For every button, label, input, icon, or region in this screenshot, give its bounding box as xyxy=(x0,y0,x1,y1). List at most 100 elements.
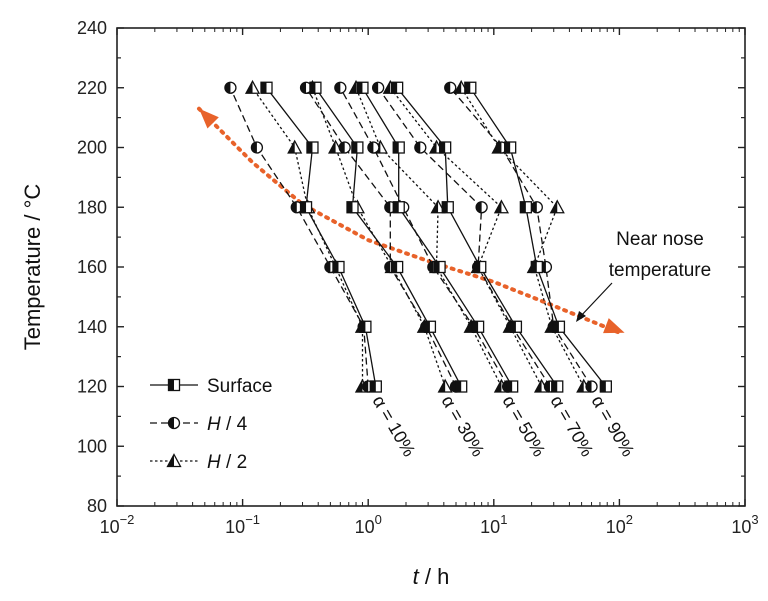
data-point-surface xyxy=(441,201,454,214)
data-point-surface xyxy=(455,380,468,393)
series-line-surface xyxy=(469,87,607,387)
marker-fill xyxy=(347,201,353,213)
data-point-surface xyxy=(506,380,519,393)
marker-fill xyxy=(577,380,584,392)
marker-fill xyxy=(520,201,526,213)
data-point-surface xyxy=(299,201,313,214)
data-point-surface xyxy=(471,320,485,333)
series-line-h4 xyxy=(449,87,593,387)
data-point-surface xyxy=(392,201,405,214)
annotation-line2: temperature xyxy=(609,260,711,281)
y-tick-label: 220 xyxy=(77,78,107,98)
series-line-surface xyxy=(361,87,513,387)
y-tick-label: 100 xyxy=(77,436,107,456)
data-point-surface xyxy=(309,81,322,94)
marker-fill xyxy=(167,454,174,467)
marker-fill xyxy=(362,381,369,392)
series-line-h2 xyxy=(389,87,543,387)
marker-fill xyxy=(351,142,358,153)
trend-arrowhead-end xyxy=(603,318,625,334)
axes: 80 100 120 140 160 180 200 220 240 10−2 10−1 100 101… xyxy=(20,18,759,589)
marker-fill xyxy=(367,142,374,153)
data-point-surface xyxy=(390,81,404,94)
marker-fill xyxy=(306,142,313,153)
data-point-surface xyxy=(599,380,612,393)
marker-fill xyxy=(439,142,446,153)
annotation-pointer-head xyxy=(576,311,586,322)
legend-label-surface: Surface xyxy=(207,376,272,397)
marker-fill xyxy=(329,141,336,153)
data-point-h4 xyxy=(585,380,598,393)
marker-fill xyxy=(359,321,366,333)
marker-fill xyxy=(334,82,341,94)
marker-fill xyxy=(370,381,376,392)
marker-fill xyxy=(355,380,363,392)
legend-label-h4: H / 4 xyxy=(207,414,248,435)
data-point-surface xyxy=(474,260,487,274)
data-point-surface xyxy=(306,141,319,154)
marker-fill xyxy=(424,321,430,333)
legend-marker-h2 xyxy=(166,453,182,468)
y-axis-title: Temperature / °C xyxy=(20,184,45,351)
data-point-surface xyxy=(552,320,566,333)
marker-fill xyxy=(472,321,479,333)
curve-group xyxy=(299,79,468,393)
legend-marker-h4 xyxy=(167,416,181,430)
y-tick-label: 240 xyxy=(77,18,107,38)
data-point-surface xyxy=(392,141,405,154)
marker-fill xyxy=(476,201,482,213)
marker-fill xyxy=(246,81,253,94)
marker-fill xyxy=(444,82,451,94)
marker-fill xyxy=(324,261,331,273)
marker-fill xyxy=(288,141,295,153)
series-line-h2 xyxy=(460,87,585,387)
marker-fill xyxy=(168,379,174,391)
marker-fill xyxy=(600,381,606,392)
marker-fill xyxy=(261,82,267,94)
marker-fill xyxy=(550,200,558,213)
x-axis-title: t / h xyxy=(413,564,450,589)
x-tick-label: 101 xyxy=(480,512,507,537)
data-point-h2 xyxy=(327,139,344,154)
series-line-h4 xyxy=(229,87,369,387)
marker-fill xyxy=(504,142,511,153)
legend-marker-surface xyxy=(167,378,181,392)
data-point-h4 xyxy=(334,81,347,94)
marker-fill xyxy=(464,82,471,94)
marker-fill xyxy=(494,200,502,213)
marker-fill xyxy=(430,141,437,153)
marker-fill xyxy=(391,261,398,273)
marker-fill xyxy=(510,321,516,333)
marker-fill xyxy=(300,201,307,213)
series-line-h4 xyxy=(339,87,509,387)
marker-fill xyxy=(300,82,307,94)
marker-fill xyxy=(393,201,399,213)
data-point-h2 xyxy=(549,199,565,214)
data-point-surface xyxy=(519,201,533,214)
y-tick-label: 200 xyxy=(77,138,107,158)
marker-fill xyxy=(531,261,537,273)
data-point-h2 xyxy=(287,139,303,154)
series-line-h2 xyxy=(355,87,502,387)
series-line-surface xyxy=(314,87,462,387)
marker-fill xyxy=(384,261,391,273)
marker-fill xyxy=(427,261,434,273)
data-point-h4 xyxy=(250,141,264,154)
curves xyxy=(224,79,612,393)
marker-fill xyxy=(349,81,357,94)
y-tick-label: 160 xyxy=(77,257,107,277)
trend-annotation xyxy=(197,106,625,335)
data-point-surface xyxy=(509,320,523,333)
data-point-surface xyxy=(332,260,345,274)
marker-fill xyxy=(438,380,446,392)
marker-fill xyxy=(383,81,391,94)
marker-fill xyxy=(494,380,502,392)
data-point-surface xyxy=(551,380,564,393)
legend-label-h2: H / 2 xyxy=(207,452,247,473)
marker-fill xyxy=(442,201,448,213)
curve-group xyxy=(371,79,564,393)
y-tick-label: 120 xyxy=(77,377,107,397)
data-point-h2 xyxy=(430,199,446,214)
y-tick-label: 180 xyxy=(77,197,107,217)
